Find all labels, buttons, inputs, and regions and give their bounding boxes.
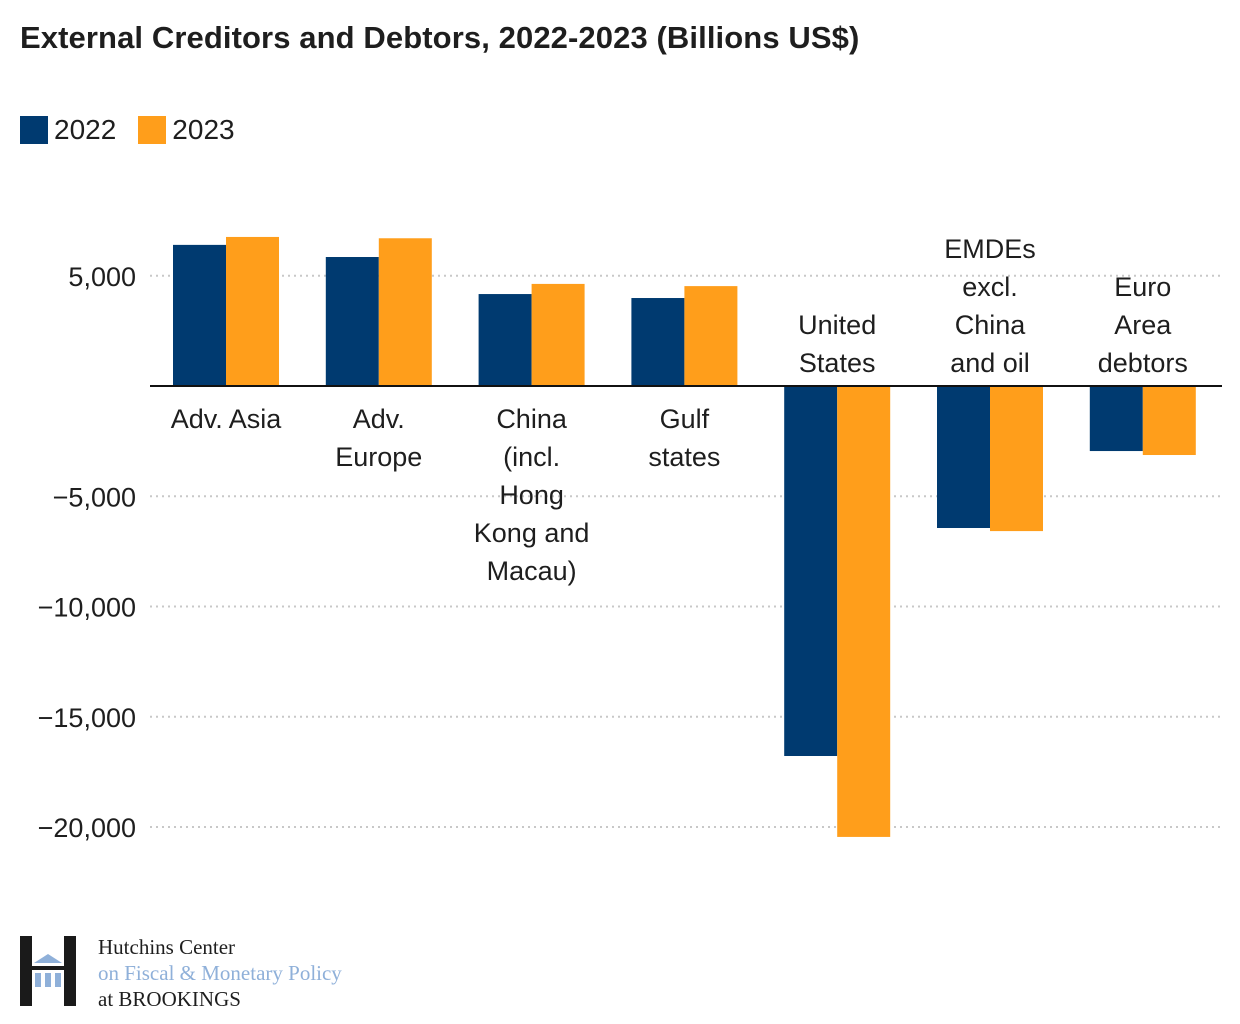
bar-2023 (226, 236, 279, 386)
bar-2023 (684, 286, 738, 386)
bar-2023 (837, 386, 891, 837)
bar-2022 (325, 257, 379, 386)
legend: 2022 2023 (20, 114, 257, 146)
category-label: Adv. Europe (335, 404, 422, 472)
y-tick-label: −15,000 (38, 703, 136, 733)
legend-item-2022: 2022 (20, 114, 116, 146)
bar-2022 (784, 386, 838, 756)
y-tick-label: −20,000 (38, 813, 136, 843)
logo-line-1: Hutchins Center (98, 935, 236, 959)
category-label: China (incl. Hong Kong and Macau) (474, 404, 590, 586)
bar-2023 (378, 238, 432, 386)
category-label: Gulf states (648, 404, 720, 472)
hutchins-h-building-icon (20, 936, 76, 1006)
category-label: Adv. Asia (171, 404, 283, 434)
bar-chart: 5,000 −5,000 −10,000 −15,000 −20,000 Adv. As… (38, 234, 1222, 843)
chart-title: External Creditors and Debtors, 2022-202… (20, 20, 860, 55)
bar-2023 (990, 386, 1043, 532)
logo-text: Hutchins Center on Fiscal & Monetary Pol… (98, 934, 342, 1012)
category-label: Euro Area debtors (1098, 272, 1188, 378)
bars (173, 236, 1196, 837)
bar-2022 (478, 294, 532, 386)
legend-label-2023: 2023 (172, 114, 235, 145)
logo-line-2: on Fiscal & Monetary Policy (98, 961, 342, 985)
legend-swatch-2022 (20, 116, 48, 144)
legend-item-2023: 2023 (138, 114, 235, 146)
bar-2022 (1089, 386, 1143, 452)
bar-2022 (937, 386, 990, 529)
legend-swatch-2023 (138, 116, 167, 144)
bar-2023 (531, 283, 585, 386)
legend-label-2022: 2022 (54, 114, 117, 145)
logo-line-3: at BROOKINGS (98, 987, 241, 1011)
brand-logo: Hutchins Center on Fiscal & Monetary Pol… (20, 934, 440, 1014)
gridlines (150, 274, 1222, 828)
y-axis-ticks: 5,000 −5,000 −10,000 −15,000 −20,000 (38, 262, 136, 843)
category-label: EMDEs excl. China and oil (944, 234, 1036, 378)
y-tick-label: −5,000 (53, 482, 136, 512)
y-tick-label: 5,000 (68, 262, 136, 292)
bar-2022 (173, 244, 226, 386)
y-tick-label: −10,000 (38, 593, 136, 623)
bar-2023 (1142, 386, 1196, 456)
category-labels: Adv. Asia Adv. Europe China (incl. Hong Kong a… (171, 234, 1188, 586)
category-label: United States (798, 310, 876, 378)
bar-2022 (631, 298, 685, 386)
